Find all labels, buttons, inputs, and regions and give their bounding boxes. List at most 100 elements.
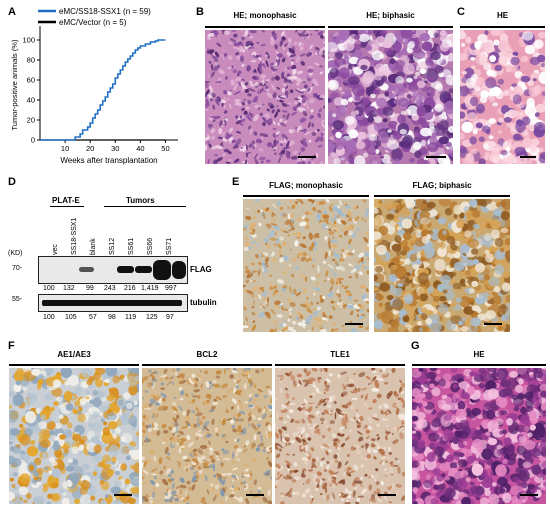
tissue-texture <box>328 30 453 164</box>
panel-label-a: A <box>8 6 16 18</box>
he-tumor-image <box>412 368 546 504</box>
tubulin-band <box>42 300 182 306</box>
flag-biphasic-image <box>374 199 510 332</box>
flag-monophasic-image <box>243 199 369 332</box>
scale-bar <box>246 494 264 496</box>
g-title-bar <box>412 364 546 366</box>
tubulin-label: tubulin <box>190 298 217 307</box>
he-muscle-image <box>460 30 545 164</box>
f-title-bar <box>275 364 405 366</box>
tubulin-quant: 119 <box>125 314 137 321</box>
marker-55: 55- <box>12 296 23 303</box>
scale-bar <box>345 323 363 325</box>
e-title-biphasic: FLAG; biphasic <box>412 181 472 190</box>
flag-band <box>117 266 134 273</box>
lane-label: SS18-SSX1 <box>71 217 78 255</box>
b-title-bar-left <box>205 26 325 28</box>
scale-bar <box>484 323 502 325</box>
lane-label: SS12 <box>109 237 116 255</box>
b-title-biphasic: HE; biphasic <box>366 11 415 20</box>
panel-label-e: E <box>232 176 240 188</box>
flag-label: FLAG <box>190 265 212 274</box>
tissue-texture <box>460 30 545 164</box>
scale-bar <box>520 156 536 158</box>
x-axis-label: Weeks after transplantation <box>60 156 157 165</box>
panel-label-g: G <box>411 340 420 352</box>
ae1ae3-image <box>9 368 139 504</box>
y-tick-label: 40 <box>27 96 35 105</box>
tubulin-quant: 97 <box>166 314 174 321</box>
lane-label: SS61 <box>128 237 135 255</box>
x-tick-label: 40 <box>136 144 144 153</box>
x-tick-label: 30 <box>111 144 119 153</box>
he-monophasic-image <box>205 30 325 164</box>
scale-bar <box>114 494 132 496</box>
flag-band <box>135 266 152 273</box>
scale-bar <box>520 494 538 496</box>
y-axis-label: Tumor-positive animals (%) <box>10 39 19 130</box>
x-tick-label: 20 <box>86 144 94 153</box>
tissue-texture <box>374 199 510 332</box>
group-label-plat-e: PLAT-E <box>52 196 80 205</box>
y-tick-label: 80 <box>27 56 35 65</box>
flag-blot <box>38 256 188 284</box>
flag-band <box>153 260 171 280</box>
panel-label-b: B <box>196 6 204 18</box>
group-bar-tumors <box>104 206 186 207</box>
y-tick-label: 60 <box>27 76 35 85</box>
f-title-bar <box>9 364 139 366</box>
e-title-bar-right <box>374 195 510 197</box>
legend-label: eMC/Vector (n = 5) <box>59 18 127 27</box>
he-biphasic-image <box>328 30 453 164</box>
lane-label: SS71 <box>166 237 173 255</box>
tle1-image <box>275 368 405 504</box>
y-tick-label: 100 <box>22 36 35 45</box>
tubulin-quant: 125 <box>146 314 158 321</box>
lane-label: blank <box>90 238 97 255</box>
bcl2-image <box>142 368 272 504</box>
group-bar-plat-e <box>50 206 84 207</box>
flag-quant: 132 <box>63 285 75 292</box>
series-line-ss18-ssx1 <box>40 39 166 141</box>
f-title-ae1ae3: AE1/AE3 <box>57 350 91 359</box>
tissue-texture <box>142 368 272 504</box>
x-tick-label: 10 <box>61 144 69 153</box>
flag-quant: 997 <box>165 285 177 292</box>
flag-band <box>79 267 94 272</box>
lane-label: vec <box>52 244 59 255</box>
tissue-texture <box>275 368 405 504</box>
panel-label-f: F <box>8 340 15 352</box>
flag-quant: 100 <box>43 285 55 292</box>
tissue-texture <box>412 368 546 504</box>
flag-quant: 99 <box>86 285 94 292</box>
tissue-texture <box>243 199 369 332</box>
tubulin-quant: 100 <box>43 314 55 321</box>
panel-label-d: D <box>8 176 16 188</box>
y-tick-label: 20 <box>27 116 35 125</box>
e-title-bar-left <box>243 195 369 197</box>
tumor-incidence-chart: 0 20 40 60 80 100 10 20 30 40 50 Weeks after transp… <box>10 7 178 165</box>
panel-label-c: C <box>457 6 465 18</box>
f-title-bcl2: BCL2 <box>196 350 218 359</box>
tubulin-quant: 57 <box>89 314 97 321</box>
tubulin-quant: 98 <box>108 314 116 321</box>
b-title-bar-right <box>328 26 453 28</box>
y-tick-label: 0 <box>31 136 35 145</box>
tissue-texture <box>9 368 139 504</box>
flag-quant: 1,419 <box>141 285 159 292</box>
flag-quant: 216 <box>124 285 136 292</box>
scale-bar <box>378 494 396 496</box>
flag-band <box>172 261 186 279</box>
tissue-texture <box>205 30 325 164</box>
c-title: HE <box>496 11 509 20</box>
e-title-monophasic: FLAG; monophasic <box>269 181 343 190</box>
c-title-bar <box>460 26 545 28</box>
flag-quant: 243 <box>104 285 116 292</box>
lane-label: SS66 <box>147 237 154 255</box>
tubulin-blot <box>38 294 188 312</box>
group-label-tumors: Tumors <box>126 196 155 205</box>
f-title-bar <box>142 364 272 366</box>
b-title-monophasic: HE; monophasic <box>233 11 297 20</box>
legend-label: eMC/SS18-SSX1 (n = 59) <box>59 7 151 16</box>
scale-bar <box>426 156 446 158</box>
